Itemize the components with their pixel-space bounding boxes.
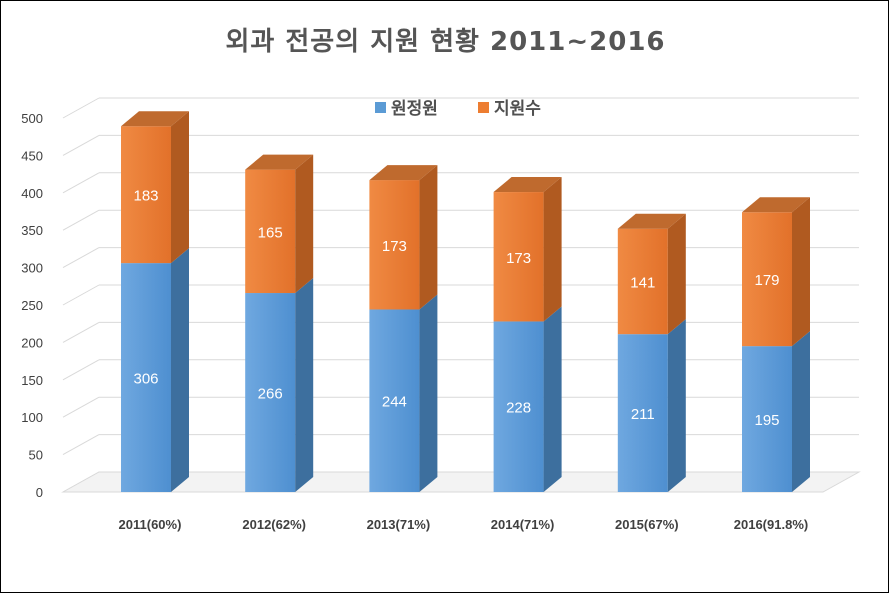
y-tick-label: 100 xyxy=(21,410,43,425)
x-tick-label: 2014(71%) xyxy=(491,517,555,532)
y-tick-label: 250 xyxy=(21,298,43,313)
data-label-지원수: 141 xyxy=(630,274,655,291)
y-tick-label: 300 xyxy=(21,261,43,276)
chart-title: 외과 전공의 지원 현황 2011~2016 xyxy=(225,27,666,57)
x-tick-label: 2012(62%) xyxy=(242,517,306,532)
bar-원정원 xyxy=(742,346,792,492)
data-label-원정원: 306 xyxy=(133,371,158,388)
bar-side-원정원 xyxy=(543,306,562,492)
bar-원정원 xyxy=(493,321,544,492)
bar-side-지원수 xyxy=(295,154,314,294)
data-label-원정원: 244 xyxy=(382,394,407,411)
legend-label: 원정원 xyxy=(391,99,438,119)
bar-원정원 xyxy=(369,309,420,492)
x-tick-label: 2013(71%) xyxy=(367,517,431,532)
bar-원정원 xyxy=(245,293,296,492)
legend-swatch xyxy=(375,102,386,113)
gridline-side xyxy=(62,396,100,418)
gridline-side xyxy=(62,434,100,456)
data-label-지원수: 165 xyxy=(258,224,283,241)
data-label-원정원: 266 xyxy=(258,386,283,403)
data-label-지원수: 179 xyxy=(754,272,779,289)
y-tick-label: 50 xyxy=(29,448,43,463)
y-tick-label: 150 xyxy=(21,373,43,388)
x-tick-label: 2015(67%) xyxy=(615,517,679,532)
gridline-side xyxy=(62,247,100,269)
gridline-side xyxy=(62,134,100,156)
bar-원정원 xyxy=(121,263,171,492)
bar-지원수 xyxy=(369,180,420,310)
y-tick-label: 200 xyxy=(21,335,43,350)
x-tick-label: 2011(60%) xyxy=(119,517,182,532)
legend-label: 지원수 xyxy=(494,99,541,119)
bar-원정원 xyxy=(617,334,668,492)
y-tick-label: 500 xyxy=(21,111,43,126)
bar-side-원정원 xyxy=(419,294,438,492)
bar-top xyxy=(121,111,189,127)
gridline-side xyxy=(62,97,100,119)
data-label-지원수: 183 xyxy=(133,188,158,205)
x-tick-label: 2016(91.8%) xyxy=(734,517,808,532)
bar-top xyxy=(369,165,438,181)
y-tick-label: 450 xyxy=(21,148,43,163)
y-tick-label: 350 xyxy=(21,223,43,238)
bar-지원수 xyxy=(742,212,792,347)
bar-지원수 xyxy=(493,192,544,322)
bar-top xyxy=(493,177,562,193)
bar-side-원정원 xyxy=(667,319,686,492)
gridline-side xyxy=(62,321,100,343)
bar-side-원정원 xyxy=(171,248,189,492)
bar-side-원정원 xyxy=(295,278,314,492)
bar-top xyxy=(245,154,314,170)
data-label-원정원: 211 xyxy=(631,406,655,423)
bar-top xyxy=(742,197,810,213)
legend-swatch xyxy=(478,102,489,113)
y-tick-label: 400 xyxy=(21,186,43,201)
data-label-원정원: 195 xyxy=(754,412,779,429)
bar-지원수 xyxy=(121,126,171,264)
bar-top xyxy=(617,213,686,229)
gridline-side xyxy=(62,284,100,306)
gridline-side xyxy=(62,172,100,194)
bar-지원수 xyxy=(617,228,668,335)
y-tick-label: 0 xyxy=(36,485,43,500)
bar-side-지원수 xyxy=(171,111,189,264)
bar-side-원정원 xyxy=(792,331,810,492)
bar-side-지원수 xyxy=(543,177,562,322)
bar-side-지원수 xyxy=(419,165,438,310)
bar-side-지원수 xyxy=(792,197,810,347)
data-label-지원수: 173 xyxy=(506,250,531,267)
gridline-side xyxy=(62,359,100,381)
bar-지원수 xyxy=(245,169,296,294)
bar-side-지원수 xyxy=(667,213,686,335)
data-label-지원수: 173 xyxy=(382,238,407,255)
data-label-원정원: 228 xyxy=(506,400,531,417)
gridline-side xyxy=(62,209,100,231)
